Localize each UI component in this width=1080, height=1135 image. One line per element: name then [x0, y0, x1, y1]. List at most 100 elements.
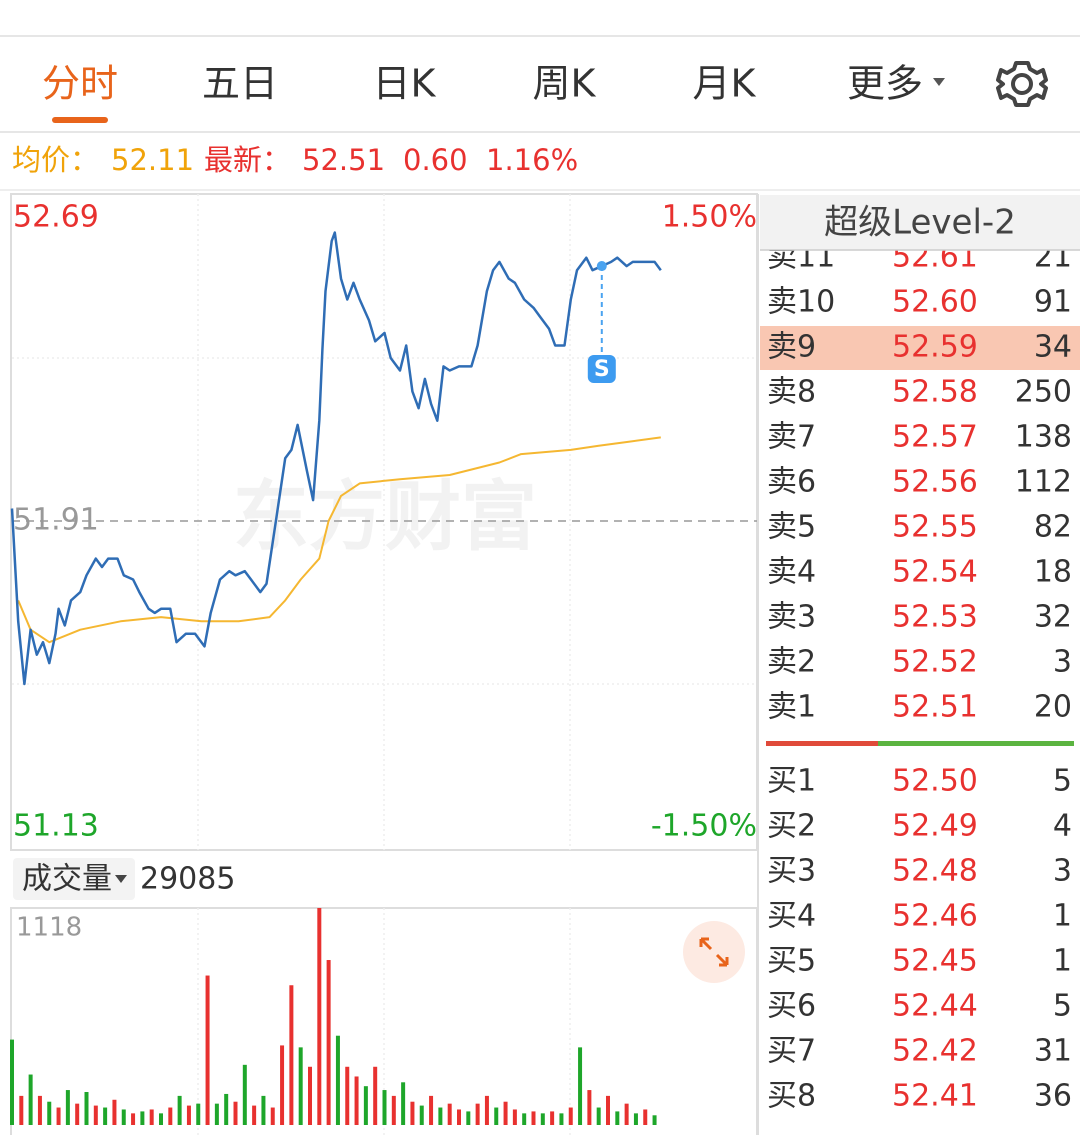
change: 0.60 — [403, 143, 468, 177]
volume-bar — [466, 1111, 471, 1125]
price-line — [17, 436, 661, 644]
book-qty: 32 — [1034, 600, 1072, 635]
volume-bar — [373, 1066, 378, 1125]
book-level: 卖5 — [767, 510, 816, 545]
book-level: 卖2 — [767, 645, 816, 680]
last-label: 最新： — [204, 143, 291, 177]
volume-bar — [531, 1111, 536, 1125]
settings-icon[interactable] — [996, 61, 1048, 107]
book-level: 买6 — [767, 989, 816, 1024]
book-level: 卖3 — [767, 600, 816, 635]
volume-bar — [298, 1047, 303, 1125]
y-tick-label: 51.13 — [13, 809, 99, 844]
expand-button[interactable] — [683, 921, 745, 983]
volume-bar — [159, 1113, 163, 1125]
volume-bar — [308, 1066, 312, 1125]
book-price: 52.56 — [892, 465, 978, 500]
expand-bg — [683, 921, 745, 983]
volume-bar — [391, 1095, 396, 1125]
book-level: 买1 — [767, 764, 816, 799]
volume-total: 29085 — [140, 862, 235, 897]
volume-bar — [149, 1109, 154, 1125]
tab[interactable]: 月K — [693, 62, 757, 106]
book-highlight — [760, 326, 1080, 370]
book-price: 52.51 — [892, 690, 978, 725]
gear-outline — [996, 61, 1048, 107]
volume-bar — [335, 1035, 340, 1125]
volume-bar — [615, 1111, 620, 1125]
book-qty: 5 — [1053, 764, 1072, 799]
volume-bar — [168, 1107, 173, 1125]
book-level: 买4 — [767, 899, 816, 934]
annotation-badge[interactable] — [587, 355, 616, 384]
volume-bar — [75, 1103, 80, 1125]
y2-tick-label: 1.50% — [662, 200, 757, 235]
tab-indicator — [52, 117, 108, 123]
avg-price: 52.11 — [111, 143, 194, 177]
change-pct: 1.16% — [486, 143, 578, 177]
volume-bar — [633, 1113, 638, 1125]
volume-bar — [401, 1082, 406, 1125]
tab[interactable]: 日K — [373, 62, 437, 106]
y-tick-label: 52.69 — [13, 200, 99, 235]
volume-bar — [261, 1095, 266, 1125]
volume-bar — [494, 1107, 499, 1125]
volume-bar — [587, 1090, 592, 1125]
book-price: 52.59 — [892, 330, 978, 365]
volume-bar — [596, 1107, 601, 1125]
volume-bar — [419, 1105, 424, 1125]
book-price: 52.55 — [892, 510, 978, 545]
book-qty: 3 — [1053, 645, 1072, 680]
book-qty: 20 — [1034, 690, 1072, 725]
volume-bar — [410, 1101, 415, 1125]
tab[interactable]: 五日 — [202, 62, 278, 106]
volume-bar — [484, 1095, 489, 1125]
book-level: 买7 — [767, 1034, 816, 1069]
book-price: 52.58 — [892, 375, 978, 410]
book-qty: 1 — [1053, 944, 1072, 979]
volume-bar — [512, 1109, 517, 1125]
book-level: 卖7 — [767, 420, 816, 455]
tab[interactable]: 更多 — [847, 62, 923, 106]
volume-bar — [214, 1103, 219, 1125]
volume-bar — [540, 1113, 545, 1125]
volume-bar — [457, 1109, 461, 1125]
price-line — [10, 231, 662, 686]
book-qty: 82 — [1034, 510, 1072, 545]
book-price: 52.48 — [892, 854, 978, 889]
book-qty: 3 — [1053, 854, 1072, 889]
book-title-bg — [760, 195, 1080, 250]
annotation-text[interactable]: S — [594, 357, 610, 382]
volume-bar — [10, 1039, 14, 1125]
volume-selector[interactable] — [13, 858, 135, 900]
volume-bar — [438, 1107, 443, 1125]
tab[interactable]: 周K — [533, 62, 597, 106]
volume-bar — [429, 1095, 434, 1125]
volume-bar — [121, 1109, 126, 1125]
book-title: 超级Level-2 — [824, 203, 1016, 243]
volume-bar — [242, 1064, 247, 1125]
book-price: 52.60 — [892, 285, 978, 320]
volume-bar — [140, 1111, 145, 1125]
volume-bar — [475, 1103, 480, 1125]
volume-bar — [354, 1076, 359, 1125]
volume-bar — [503, 1101, 508, 1125]
volume-bar — [363, 1086, 368, 1125]
volume-bar — [652, 1115, 657, 1125]
volume-bar — [624, 1103, 629, 1125]
book-price: 52.49 — [892, 809, 978, 844]
book-price: 52.44 — [892, 989, 978, 1024]
volume-selector-label[interactable]: 成交量 — [22, 862, 112, 897]
book-level: 买2 — [767, 809, 816, 844]
book-price: 52.54 — [892, 555, 978, 590]
book-level: 卖1 — [767, 690, 816, 725]
selector-caret — [115, 875, 127, 883]
volume-bar — [289, 985, 294, 1125]
book-qty: 1 — [1053, 899, 1072, 934]
tab[interactable]: 分时 — [42, 62, 118, 106]
volume-bar — [84, 1092, 89, 1125]
book-qty: 36 — [1034, 1079, 1072, 1114]
book-qty: 4 — [1053, 809, 1072, 844]
volume-bar — [550, 1111, 555, 1125]
volume-bar — [177, 1095, 182, 1125]
